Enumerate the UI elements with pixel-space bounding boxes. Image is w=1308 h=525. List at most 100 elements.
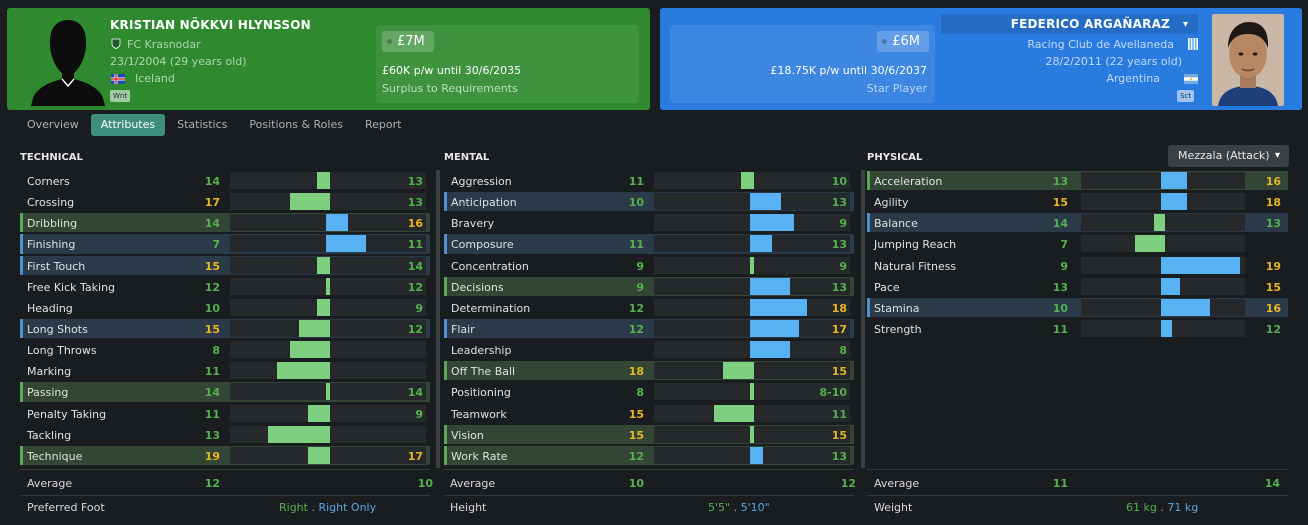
attribute-row[interactable]: Pace 13 15 (867, 276, 1288, 297)
height-label: Height (450, 501, 487, 514)
attribute-row[interactable]: Work Rate 12 13 (444, 445, 854, 466)
divider (444, 495, 854, 496)
comparison-bar (290, 341, 330, 359)
comparison-bar (1134, 235, 1165, 253)
attribute-row[interactable]: Agility 15 18 (867, 191, 1288, 212)
attribute-value-left: 7 (212, 238, 220, 252)
attribute-row[interactable]: Concentration 9 9 (444, 255, 854, 276)
attribute-row[interactable]: Balance 14 13 (867, 212, 1288, 233)
comparison-bar (750, 341, 790, 359)
comparison-bar (326, 383, 330, 401)
attribute-row[interactable]: Natural Fitness 9 19 (867, 255, 1288, 276)
left-player-squad-status: Surplus to Requirements (382, 82, 518, 95)
divider (867, 469, 1288, 470)
attribute-label: Agility (874, 196, 909, 210)
attribute-row[interactable]: Long Shots 15 12 (20, 318, 430, 339)
attribute-row[interactable]: Dribbling 14 16 (20, 212, 430, 233)
right-player-name[interactable]: FEDERICO ARGAÑARAZ (1010, 17, 1170, 31)
attribute-value-right: 19 (1265, 259, 1281, 273)
attribute-value-right: 9 (839, 217, 847, 231)
attribute-label: Composure (451, 238, 514, 252)
attribute-row[interactable]: First Touch 15 14 (20, 255, 430, 276)
physical-average-label: Average (874, 477, 920, 490)
attribute-value-left: 11 (204, 365, 220, 379)
left-player-value-tag: £7M (382, 31, 434, 52)
attribute-row[interactable]: Flair 12 17 (444, 318, 854, 339)
attribute-value-left: 19 (204, 449, 220, 463)
row-edge (444, 276, 447, 296)
attribute-value-right: 17 (831, 322, 847, 336)
tab-attributes[interactable]: Attributes (90, 114, 166, 136)
attribute-row[interactable]: Heading 10 9 (20, 297, 430, 318)
attribute-value-right: 15 (831, 365, 847, 379)
tab-statistics[interactable]: Statistics (177, 118, 228, 131)
left-player-name[interactable]: KRISTIAN NÖKKVI HLYNSSON (110, 18, 311, 32)
comparison-bar (290, 193, 330, 211)
attribute-label: Off The Ball (451, 365, 516, 379)
attribute-row[interactable]: Teamwork 15 11 (444, 403, 854, 424)
attribute-row[interactable]: Stamina 10 16 (867, 297, 1288, 318)
attribute-value-left: 11 (628, 238, 644, 252)
attribute-row[interactable]: Technique 19 17 (20, 445, 430, 466)
left-player-wage: £60K p/w until 30/6/2035 (382, 64, 522, 77)
technical-average-right: 10 (417, 477, 433, 490)
attribute-row[interactable]: Aggression 11 10 (444, 170, 854, 191)
attribute-row[interactable]: Free Kick Taking 12 12 (20, 276, 430, 297)
attribute-row[interactable]: Off The Ball 18 15 (444, 360, 854, 381)
attribute-row[interactable]: Leadership 8 (444, 339, 854, 360)
tab-overview[interactable]: Overview (27, 118, 79, 131)
attribute-label: Anticipation (451, 196, 517, 210)
attribute-row[interactable]: Marking 11 (20, 360, 430, 381)
attribute-label: Leadership (451, 344, 512, 358)
role-selector-dropdown[interactable]: Mezzala (Attack) ▾ (1168, 145, 1289, 167)
attribute-row[interactable]: Determination 12 18 (444, 297, 854, 318)
attribute-value-right: 15 (1265, 280, 1281, 294)
tab-positions-roles[interactable]: Positions & Roles (249, 118, 343, 131)
divider (444, 469, 854, 470)
attribute-row[interactable]: Long Throws 8 (20, 339, 430, 360)
comparison-bar (1161, 319, 1173, 337)
attribute-row[interactable]: Tackling 13 (20, 424, 430, 445)
attribute-row[interactable]: Strength 11 12 (867, 318, 1288, 339)
attribute-value-left: 8 (212, 344, 220, 358)
attribute-row[interactable]: Bravery 9 (444, 212, 854, 233)
attribute-row[interactable]: Corners 14 13 (20, 170, 430, 191)
attribute-label: Long Shots (27, 322, 88, 336)
attribute-value-left: 10 (204, 301, 220, 315)
right-player-dob: 28/2/2011 (22 years old) (1045, 55, 1182, 68)
attribute-row[interactable]: Composure 11 13 (444, 233, 854, 254)
attribute-value-right: 12 (407, 280, 423, 294)
attribute-label: Bravery (451, 217, 495, 231)
attribute-value-left: 14 (1052, 217, 1068, 231)
attribute-row[interactable]: Passing 14 14 (20, 381, 430, 402)
tab-report[interactable]: Report (364, 118, 402, 131)
attribute-value-left: 11 (204, 407, 220, 421)
attribute-label: Aggression (451, 175, 512, 188)
weight-values: 61 kg . 71 kg (1126, 501, 1199, 514)
attribute-row[interactable]: Crossing 17 13 (20, 191, 430, 212)
attribute-label: Finishing (27, 238, 76, 252)
right-player-club[interactable]: Racing Club de Avellaneda (1027, 38, 1174, 51)
attribute-value-right: 9 (415, 301, 423, 315)
left-player-club[interactable]: FC Krasnodar (127, 38, 201, 51)
attribute-row[interactable]: Penalty Taking 11 9 (20, 403, 430, 424)
comparison-bar (326, 235, 366, 253)
comparison-bar (1153, 214, 1165, 232)
comparison-bar (317, 298, 330, 316)
attribute-row[interactable]: Finishing 7 11 (20, 233, 430, 254)
technical-attributes-list: Corners 14 13 Crossing 17 13 Dribbling 14 16 Fini… (20, 170, 430, 466)
comparison-bar (326, 277, 330, 295)
attribute-row[interactable]: Acceleration 13 16 (867, 170, 1288, 191)
comparison-bar (317, 172, 330, 189)
attribute-label: Heading (27, 301, 73, 315)
attribute-row[interactable]: Jumping Reach 7 (867, 233, 1288, 254)
attribute-row[interactable]: Vision 15 15 (444, 424, 854, 445)
attribute-row[interactable]: Decisions 9 13 (444, 276, 854, 297)
player-selector-dropdown[interactable]: FEDERICO ARGAÑARAZ ▾ (941, 14, 1198, 34)
attribute-row[interactable]: Anticipation 10 13 (444, 191, 854, 212)
attribute-value-right: 10 (831, 175, 847, 188)
right-player-wage: £18.75K p/w until 30/6/2037 (770, 64, 927, 77)
attribute-row[interactable]: Positioning 8 8-10 (444, 381, 854, 402)
row-edge (444, 445, 447, 465)
row-edge (444, 234, 447, 254)
